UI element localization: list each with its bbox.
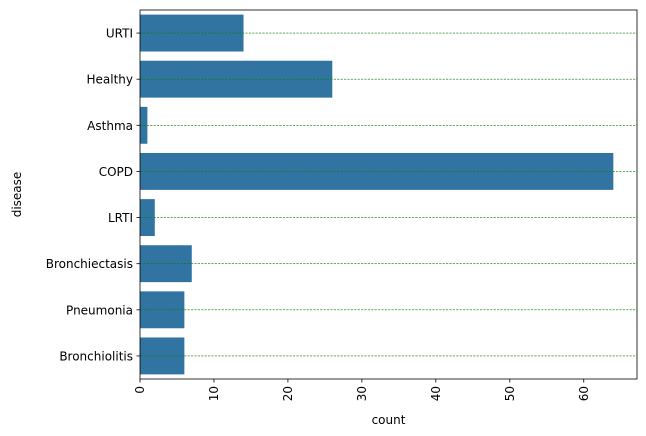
x-tick-label: 60 xyxy=(577,386,591,401)
y-tick-label: LRTI xyxy=(108,211,133,225)
x-axis-ticks: 0 10 20 30 40 50 60 xyxy=(133,379,591,401)
y-tick-label: URTI xyxy=(106,27,133,41)
x-tick-label: 0 xyxy=(133,386,147,394)
y-tick-label: Asthma xyxy=(87,119,133,133)
plot-frame xyxy=(139,9,638,380)
x-tick-label: 10 xyxy=(207,386,221,401)
bars-group xyxy=(140,14,614,375)
y-tick-label: Bronchiolitis xyxy=(59,349,133,363)
y-tick-label: Pneumonia xyxy=(66,303,133,317)
y-tick-label: Bronchiectasis xyxy=(46,257,133,271)
x-axis-label: count xyxy=(372,413,406,427)
x-tick-label: 20 xyxy=(281,386,295,401)
grid-lines xyxy=(140,32,637,357)
y-axis-ticks: URTI Healthy Asthma COPD LRTI Bronchiectasis P… xyxy=(46,27,140,363)
y-tick-label: Healthy xyxy=(86,73,133,87)
x-tick-label: 50 xyxy=(503,386,517,401)
x-tick-label: 30 xyxy=(355,386,369,401)
y-axis-label: disease xyxy=(10,172,24,218)
y-tick-label: COPD xyxy=(99,165,133,179)
x-tick-label: 40 xyxy=(429,386,443,401)
